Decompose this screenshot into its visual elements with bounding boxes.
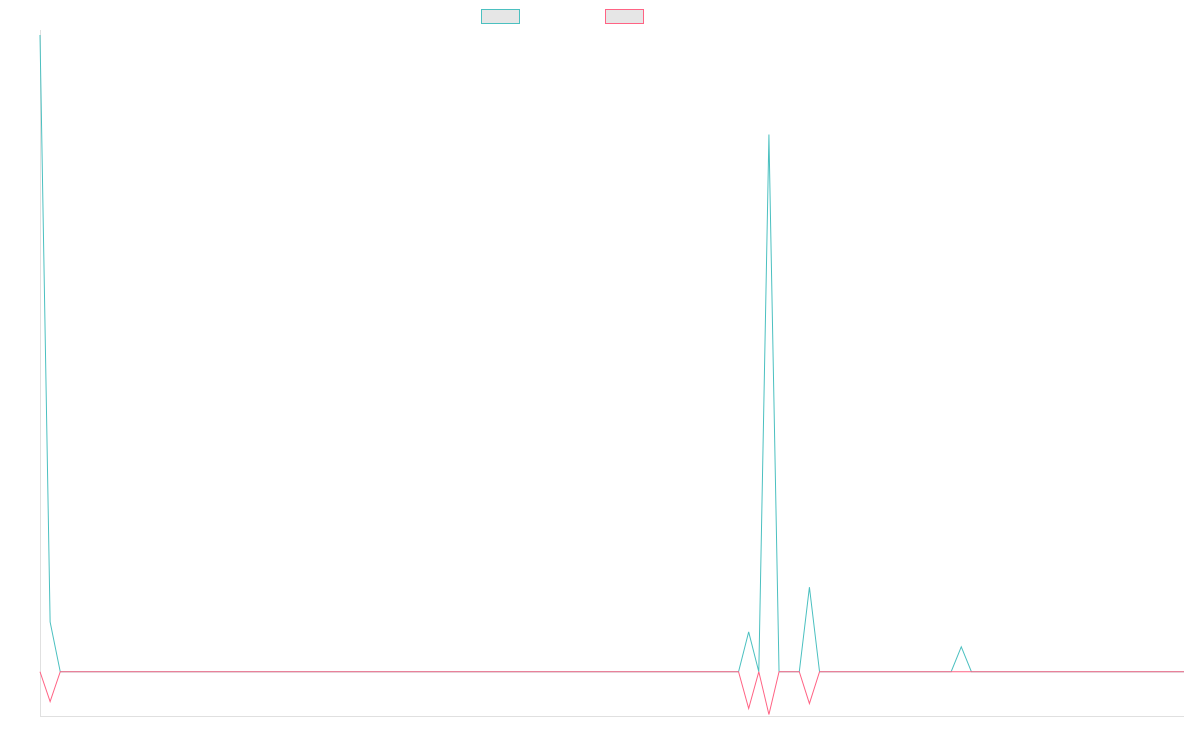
legend-item-series-1[interactable] <box>481 9 526 24</box>
series-layer <box>39 34 1184 715</box>
legend-swatch-series-1 <box>481 9 520 24</box>
legend-swatch-series-2 <box>605 9 644 24</box>
legend-item-series-2[interactable] <box>605 9 650 24</box>
series-2-line <box>39 671 1184 715</box>
legend <box>0 9 1200 27</box>
series-1-line <box>39 34 1184 673</box>
